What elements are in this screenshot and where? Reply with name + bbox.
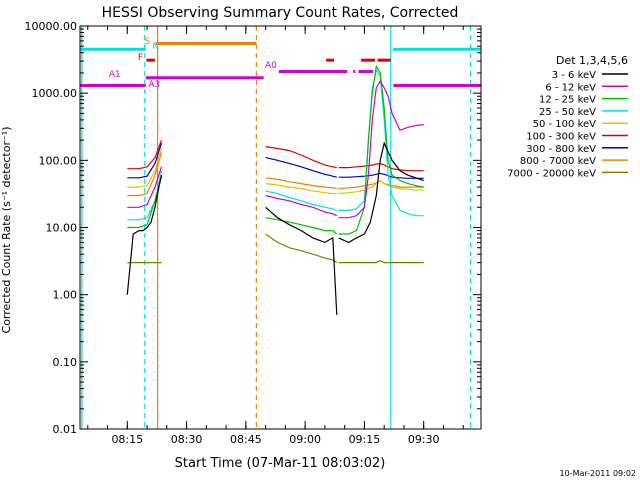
- series-line: [338, 179, 424, 195]
- series-line: [338, 260, 424, 264]
- x-tick-label: 08:15: [111, 433, 143, 446]
- x-axis-label: Start Time (07-Mar-11 08:03:02): [175, 456, 386, 471]
- series-line: [265, 190, 338, 211]
- series-line: [265, 157, 337, 178]
- legend-entry-label: 3 - 6 keV: [552, 70, 596, 81]
- flag-label: A0: [265, 61, 277, 71]
- y-tick-label: 10.00: [46, 222, 78, 235]
- x-tick-label: 09:15: [349, 433, 381, 446]
- series-line: [127, 139, 163, 170]
- flag-label: S: [144, 37, 150, 47]
- series-line: [127, 148, 163, 188]
- series-line: [265, 146, 337, 169]
- series-line: [127, 152, 163, 197]
- series-line: [338, 68, 424, 217]
- y-tick-label: 0.01: [53, 423, 78, 436]
- series-line: [265, 233, 338, 264]
- chart-title: HESSI Observing Summary Count Rates, Cor…: [102, 5, 459, 21]
- series-line: [265, 177, 337, 190]
- y-tick-label: 10000.00: [25, 20, 78, 33]
- series-line: [338, 80, 424, 219]
- legend-entry-label: 50 - 100 keV: [533, 119, 597, 130]
- series-line: [338, 172, 424, 179]
- series-line: [338, 162, 424, 172]
- legend-entry-label: 300 - 800 keV: [526, 144, 596, 155]
- x-tick-label: 08:30: [171, 433, 203, 446]
- series-line: [265, 217, 338, 235]
- series-line: [127, 175, 163, 229]
- x-tick-label: 08:45: [230, 433, 262, 446]
- y-axis-label: Corrected Count Rate (s⁻¹ detector⁻¹): [0, 127, 13, 334]
- legend-entry-label: 25 - 50 keV: [539, 107, 596, 118]
- y-tick-label: 1000.00: [32, 87, 78, 100]
- series-line: [338, 141, 424, 244]
- x-tick-label: 09:00: [289, 433, 321, 446]
- legend-title: Det 1,3,4,5,6: [556, 54, 628, 67]
- legend-entry-label: 7000 - 20000 keV: [507, 168, 596, 179]
- series-line: [265, 194, 338, 217]
- series-line: [127, 166, 163, 208]
- series-line: [265, 206, 338, 315]
- series-line: [265, 183, 337, 195]
- legend-entry-label: 800 - 7000 keV: [520, 156, 596, 167]
- series-line: [126, 175, 163, 295]
- series-line: [127, 143, 163, 179]
- flag-label: A3: [148, 80, 160, 90]
- legend-entry-label: 12 - 25 keV: [539, 95, 596, 106]
- y-tick-label: 1.00: [53, 289, 78, 302]
- y-tick-label: 0.10: [53, 356, 78, 369]
- y-tick-label: 100.00: [39, 154, 78, 167]
- flag-label: N: [152, 42, 159, 52]
- footer-timestamp: 10-Mar-2011 09:02: [560, 469, 637, 478]
- flag-label: F: [138, 53, 143, 63]
- series-line: [338, 64, 424, 235]
- flag-label: A1: [109, 70, 121, 80]
- legend-entry-label: 100 - 300 keV: [526, 132, 596, 143]
- legend-entry-label: 6 - 12 keV: [545, 82, 596, 93]
- x-tick-label: 09:30: [408, 433, 440, 446]
